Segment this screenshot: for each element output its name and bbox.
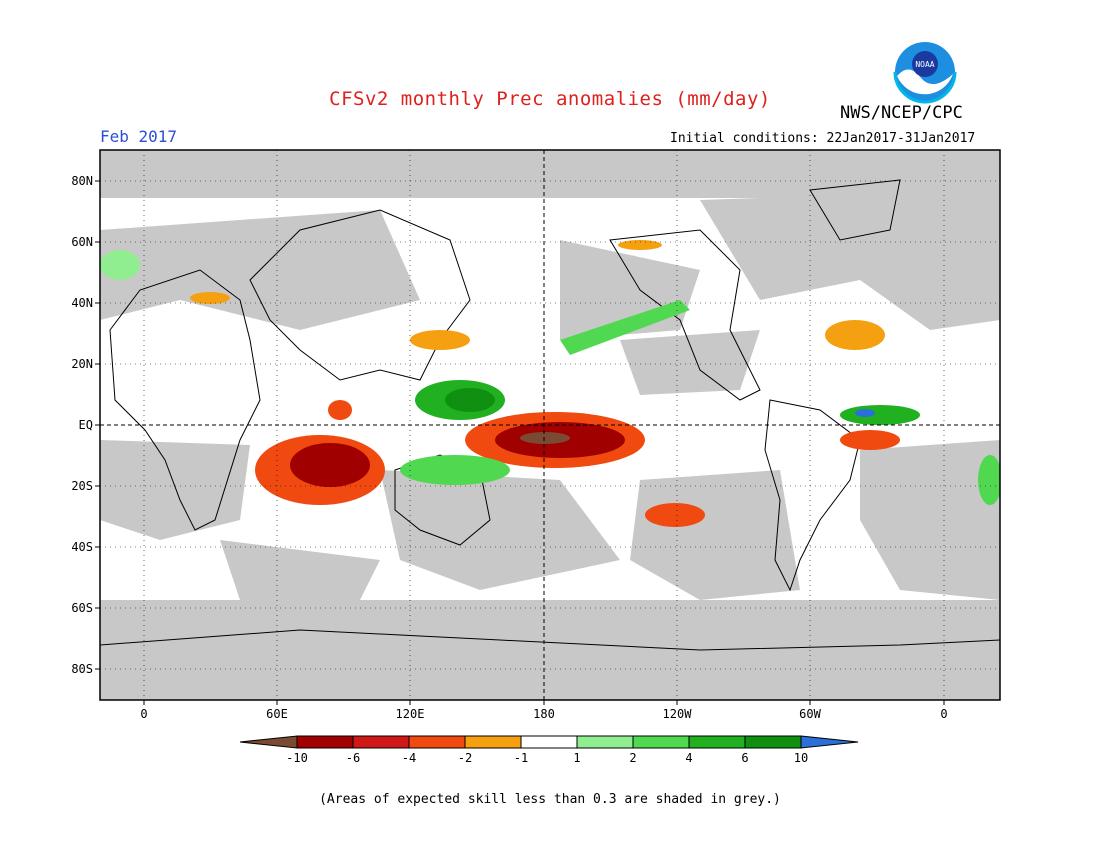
- lat-label: 60S: [71, 601, 93, 615]
- lat-label: 60N: [71, 235, 93, 249]
- anomaly-north-atlantic: [825, 320, 885, 350]
- colorbar-bin: [408, 735, 466, 749]
- colorbar-tick: -2: [458, 751, 472, 765]
- lon-label: 120E: [396, 707, 425, 721]
- colorbar-bin: [520, 735, 578, 749]
- colorbar-tick: 1: [573, 751, 580, 765]
- africa-outline: [109, 269, 261, 531]
- lon-label: 60W: [799, 707, 821, 721]
- latitude-labels: 80N 60N 40N 20N EQ 20S 40S 60S 80S: [71, 174, 93, 676]
- anomaly-atlantic-wet: [840, 405, 920, 425]
- initial-conditions: Initial conditions: 22Jan2017-31Jan2017: [670, 131, 976, 146]
- colorbar-bin: [239, 735, 298, 749]
- colorbar-tick: -10: [286, 751, 308, 765]
- anomaly-north-pacific-dry: [410, 330, 470, 350]
- longitude-labels: 0 60E 120E 180 120W 60W 0: [140, 707, 947, 721]
- colorbar-bin: [352, 735, 410, 749]
- colorbar-tick: 4: [685, 751, 692, 765]
- colorbar-tick: 2: [629, 751, 636, 765]
- logo-text: NOAA: [915, 60, 934, 69]
- colorbar-bin: [744, 735, 802, 749]
- lon-label: 0: [940, 707, 947, 721]
- lon-label: 0: [140, 707, 147, 721]
- lat-label: EQ: [79, 418, 93, 432]
- colorbar-tick: -6: [346, 751, 360, 765]
- greenland-outline: [809, 179, 901, 241]
- lat-label: 20N: [71, 357, 93, 371]
- precip-anomalies: [100, 240, 1000, 527]
- map-title: CFSv2 monthly Prec anomalies (mm/day): [329, 88, 771, 110]
- lon-label: 180: [533, 707, 555, 721]
- skill-footnote: (Areas of expected skill less than 0.3 a…: [319, 792, 781, 807]
- asia-outline: [249, 209, 471, 381]
- lat-label: 40S: [71, 540, 93, 554]
- agency-label: NWS/NCEP/CPC: [840, 103, 963, 123]
- lon-label: 60E: [266, 707, 288, 721]
- colorbar-tick: 10: [794, 751, 808, 765]
- colorbar-tick: -4: [402, 751, 416, 765]
- antarctica-outline: [100, 629, 1000, 651]
- noaa-logo: NOAA: [893, 42, 957, 104]
- lon-label: 120W: [663, 707, 693, 721]
- colorbar-bin: [800, 735, 859, 749]
- colorbar-bin: [576, 735, 634, 749]
- colorbar-bin: [632, 735, 690, 749]
- south-america-outline: [764, 399, 861, 592]
- lat-label: 80N: [71, 174, 93, 188]
- anomaly-brazil-dry: [840, 430, 900, 450]
- colorbar-bin: [464, 735, 522, 749]
- grid: [100, 150, 1000, 700]
- colorbar-labels: -10 -6 -4 -2 -1 1 2 4 6 10: [286, 751, 808, 765]
- anomaly-maritime-wet: [400, 455, 510, 485]
- colorbar-bin: [296, 735, 354, 749]
- anomaly-south-pacific-dry: [645, 503, 705, 527]
- colorbar-tick: -1: [514, 751, 528, 765]
- north-america-outline: [609, 229, 761, 401]
- lat-label: 40N: [71, 296, 93, 310]
- colorbar: [239, 735, 859, 749]
- lat-label: 20S: [71, 479, 93, 493]
- lat-label: 80S: [71, 662, 93, 676]
- valid-month: Feb 2017: [100, 127, 178, 146]
- colorbar-tick: 6: [741, 751, 748, 765]
- colorbar-bin: [688, 735, 746, 749]
